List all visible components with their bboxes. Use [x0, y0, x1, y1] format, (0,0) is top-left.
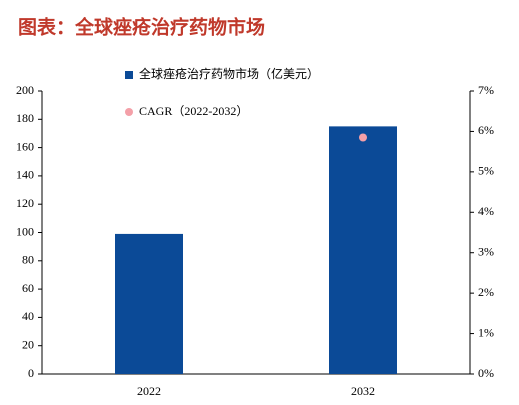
y2-tick-label: 1% [478, 325, 494, 339]
y-tick-label: 160 [16, 139, 34, 153]
y2-tick-label: 3% [478, 244, 494, 258]
y-tick-label: 0 [28, 366, 34, 380]
x-tick-label: 2022 [137, 384, 161, 398]
y-tick-label: 20 [22, 337, 34, 351]
legend-swatch [125, 108, 133, 116]
legend-label: CAGR（2022-2032） [139, 104, 248, 118]
chart-title: 图表：全球痤疮治疗药物市场 [18, 16, 265, 39]
y-tick-label: 80 [22, 253, 34, 267]
y-tick-label: 200 [16, 83, 34, 97]
x-tick-label: 2032 [351, 384, 375, 398]
y-tick-label: 180 [16, 111, 34, 125]
y-tick-label: 140 [16, 168, 34, 182]
legend-swatch [125, 71, 133, 79]
y2-tick-label: 5% [478, 164, 494, 178]
legend-label: 全球痤疮治疗药物市场（亿美元） [139, 66, 319, 81]
y-tick-label: 60 [22, 281, 34, 295]
y2-tick-label: 2% [478, 285, 494, 299]
y2-tick-label: 7% [478, 83, 494, 97]
y-tick-label: 40 [22, 309, 34, 323]
y-tick-label: 100 [16, 224, 34, 238]
bar [115, 233, 183, 374]
point [359, 133, 367, 142]
y2-tick-label: 6% [478, 123, 494, 137]
y-tick-label: 120 [16, 196, 34, 210]
bar [329, 126, 397, 374]
y2-tick-label: 0% [478, 366, 494, 380]
y2-tick-label: 4% [478, 204, 494, 218]
